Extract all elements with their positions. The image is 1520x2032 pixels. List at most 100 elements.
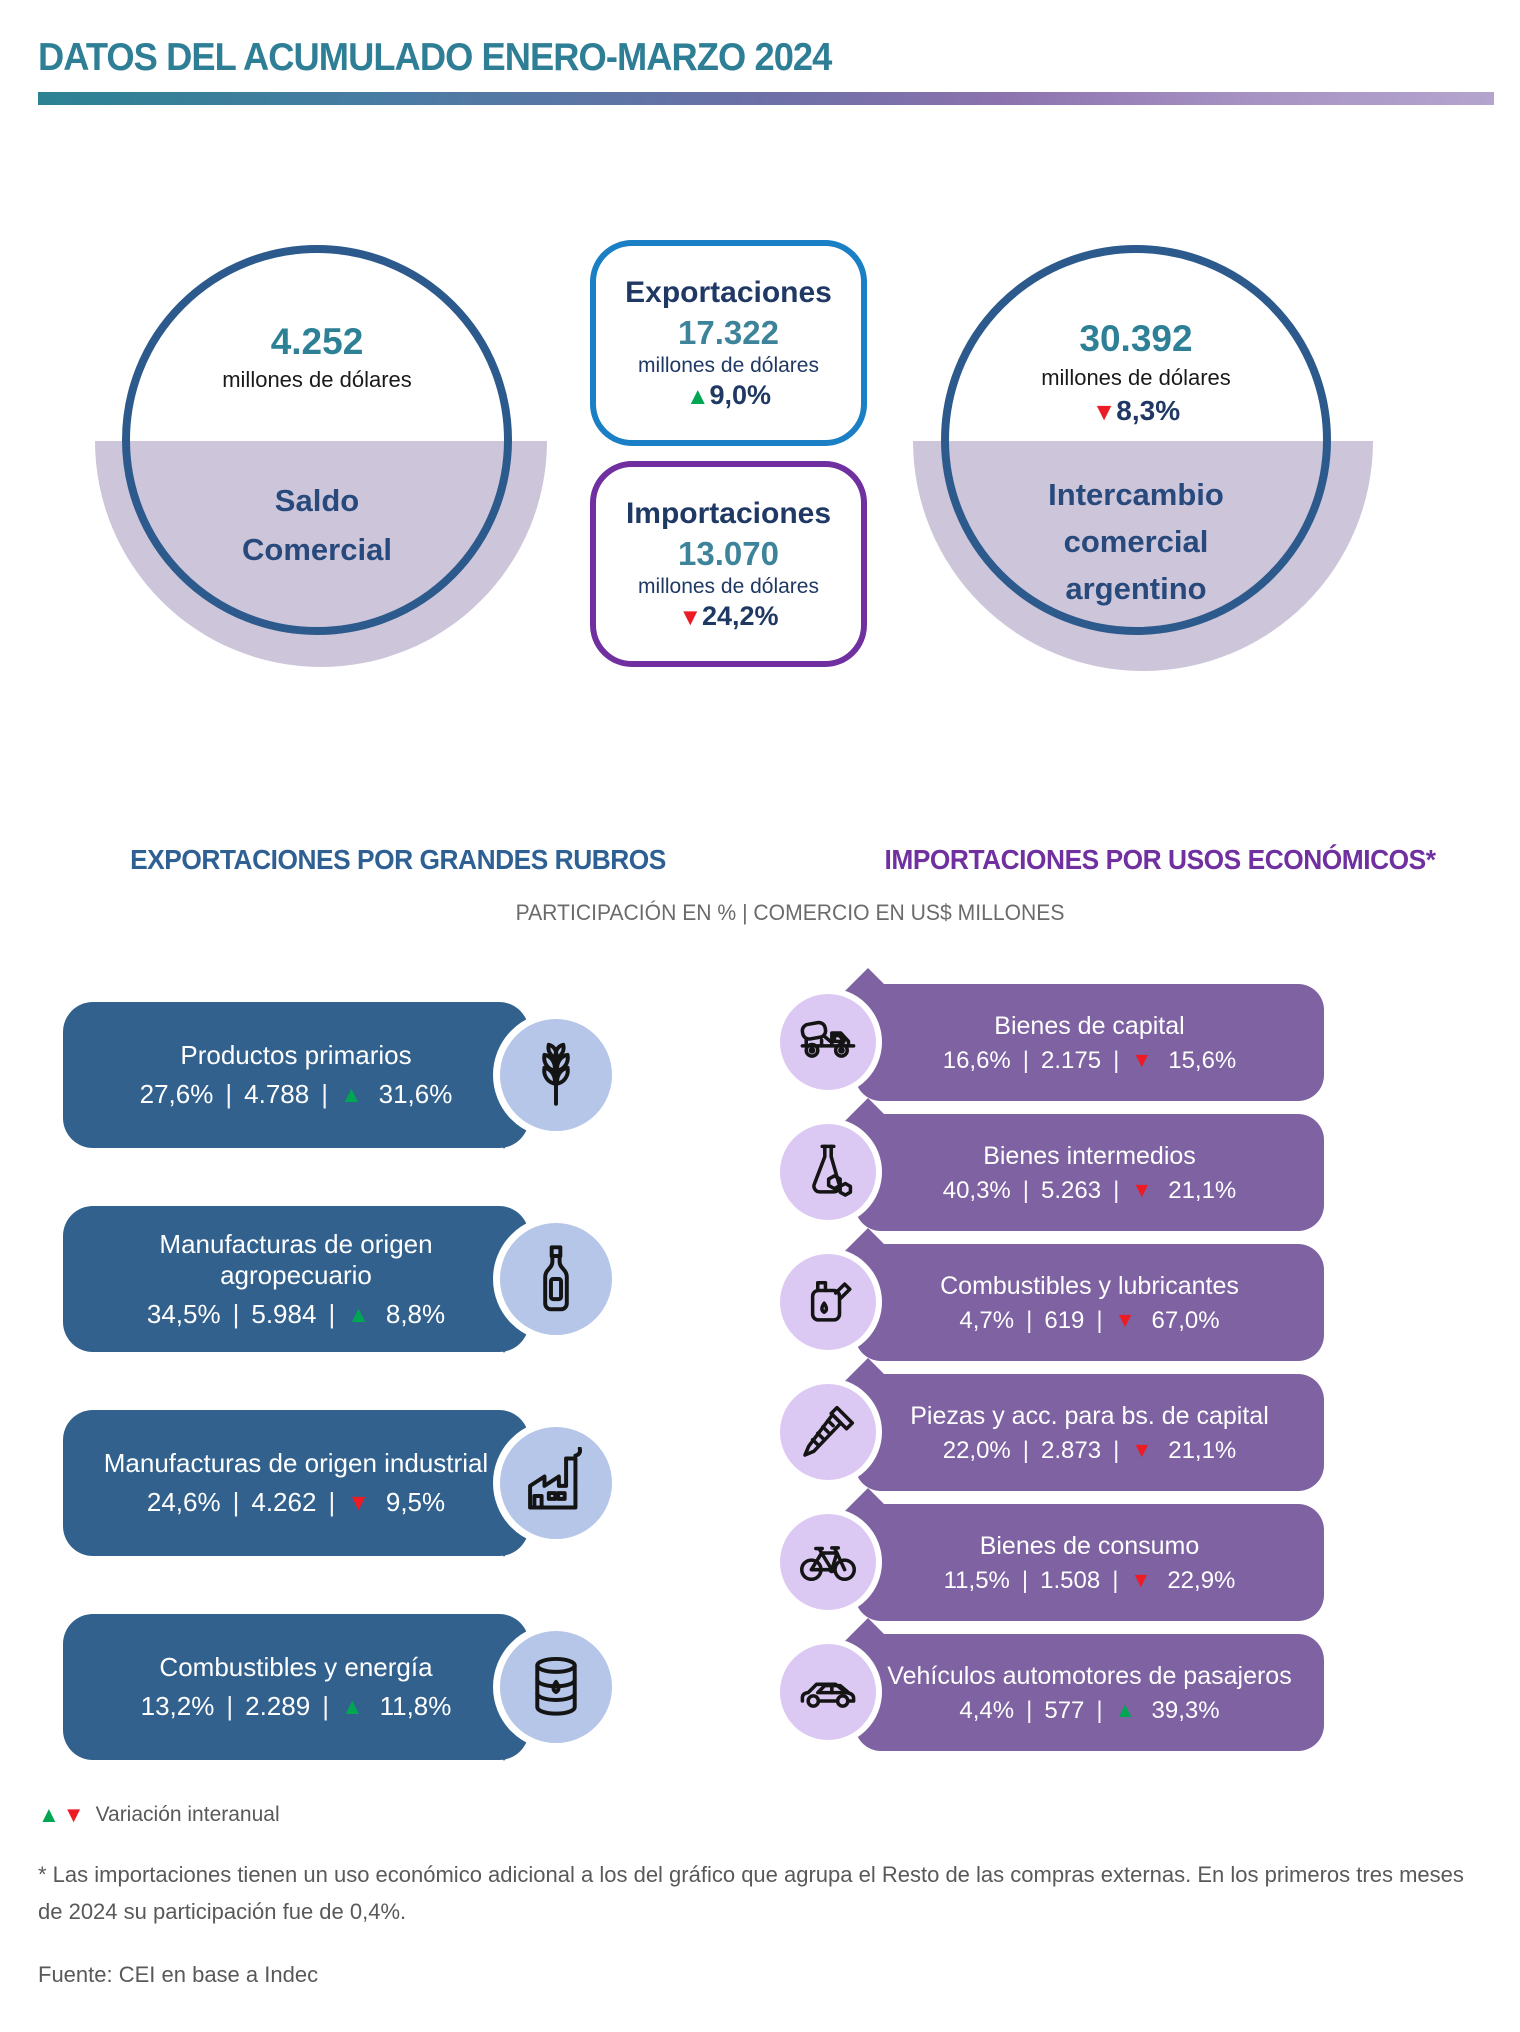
exportaciones-unit: millones de dólares <box>638 353 819 377</box>
export-bar: Manufacturas de origen industrial 24,6% |… <box>63 1410 529 1556</box>
trade-value: 1.508 <box>1040 1566 1101 1594</box>
intercambio-label-line2: comercial <box>1063 524 1209 559</box>
export-item-row: Combustibles y energía 13,2% | 2.289 | ▲ 11,8… <box>0 1614 1520 1761</box>
import-bar: Bienes intermedios 40,3% | 5.263 | ▼ 21,1% <box>855 1114 1324 1231</box>
source-note: Fuente: CEI en base a Indec <box>38 1962 319 1987</box>
trade-value: 5.984 <box>251 1298 317 1329</box>
import-item-values: 16,6% | 2.175 | ▼ 15,6% <box>942 1046 1237 1074</box>
export-item-values: 34,5% | 5.984 | ▲ 8,8% <box>146 1298 446 1329</box>
bottle-icon-circle <box>493 1216 619 1342</box>
variation-value: 11,8% <box>379 1691 452 1721</box>
saldo-unit: millones de dólares <box>222 367 412 392</box>
up-triangle-icon: ▲ <box>38 1802 60 1827</box>
import-item-label: Combustibles y lubricantes <box>940 1271 1239 1300</box>
import-item-row: Combustibles y lubricantes 4,7% | 619 | ▼ 67,… <box>0 1227 1520 1361</box>
import-item-label: Vehículos automotores de pasajeros <box>887 1661 1292 1690</box>
footnote: * Las importaciones tienen un uso económ… <box>38 1862 1464 1924</box>
import-bar: Piezas y acc. para bs. de capital 22,0% |… <box>855 1374 1324 1491</box>
export-item-label: Productos primarios <box>180 1040 412 1070</box>
flask-icon <box>812 1144 853 1197</box>
trade-value: 2.873 <box>1041 1436 1102 1464</box>
trade-value: 4.788 <box>244 1079 310 1109</box>
share-value: 4,4% <box>959 1696 1015 1724</box>
bicycle-icon-circle <box>774 1508 882 1616</box>
export-item-values: 13,2% | 2.289 | ▲ 11,8% <box>140 1691 452 1721</box>
up-triangle-icon: ▲ <box>1114 1698 1136 1722</box>
flask-icon-circle <box>774 1118 882 1226</box>
bottle-icon <box>543 1245 569 1312</box>
export-bar: Manufacturas de origen agropecuario 34,5… <box>63 1206 529 1352</box>
import-item-values: 11,5% | 1.508 | ▼ 22,9% <box>943 1566 1236 1594</box>
mixer-truck-icon <box>800 1020 856 1058</box>
oil-can-icon-circle <box>774 1248 882 1356</box>
up-triangle-icon: ▲ <box>340 1693 364 1719</box>
share-value: 22,0% <box>942 1436 1011 1464</box>
import-item-values: 4,4% | 577 | ▲ 39,3% <box>959 1696 1220 1724</box>
down-triangle-icon: ▼ <box>1131 1438 1153 1462</box>
importaciones-unit: millones de dólares <box>638 574 819 598</box>
wheat-icon <box>542 1042 570 1106</box>
intercambio-unit: millones de dólares <box>1041 365 1231 390</box>
export-item-values: 27,6% | 4.788 | ▲ 31,6% <box>139 1079 453 1109</box>
down-triangle-icon: ▼ <box>1091 399 1117 426</box>
trade-value: 4.262 <box>251 1487 317 1517</box>
sections-subtitle: PARTICIPACIÓN EN % | COMERCIO EN US$ MIL… <box>515 900 1065 925</box>
share-value: 4,7% <box>959 1306 1015 1334</box>
import-item-row: Bienes de capital 16,6% | 2.175 | ▼ 15,6% <box>0 967 1520 1101</box>
export-item-row: Productos primarios 27,6% | 4.788 | ▲ 31,6% <box>0 1002 1520 1149</box>
screw-icon-circle <box>774 1378 882 1486</box>
down-triangle-icon: ▼ <box>1130 1568 1152 1592</box>
intercambio-label-line3: argentino <box>1065 571 1207 606</box>
export-item-row: Manufacturas de origen industrial 24,6% |… <box>0 1410 1520 1557</box>
import-item-row: Bienes de consumo 11,5% | 1.508 | ▼ 22,9% <box>0 1487 1520 1621</box>
import-bar: Combustibles y lubricantes 4,7% | 619 | ▼ 67,… <box>855 1244 1324 1361</box>
down-triangle-icon: ▼ <box>678 603 702 631</box>
variation-value: 15,6% <box>1168 1046 1237 1074</box>
export-item-label: Combustibles y energía <box>159 1652 433 1682</box>
up-triangle-icon: ▲ <box>685 382 710 410</box>
intercambio-circle <box>941 245 1331 635</box>
trade-value: 5.263 <box>1041 1176 1102 1204</box>
import-item-values: 40,3% | 5.263 | ▼ 21,1% <box>942 1176 1237 1204</box>
share-value: 13,2% <box>140 1691 215 1721</box>
import-bar: Bienes de capital 16,6% | 2.175 | ▼ 15,6% <box>855 984 1324 1101</box>
importaciones-box-title: Importaciones <box>625 496 832 530</box>
car-icon-circle <box>774 1638 882 1746</box>
page-title: DATOS DEL ACUMULADO ENERO-MARZO 2024 <box>38 36 832 79</box>
importaciones-change: ▼24,2% <box>678 600 779 631</box>
export-item-label: Manufacturas de origen industrial <box>103 1448 489 1478</box>
oil-barrel-icon <box>535 1656 577 1716</box>
mixer-truck-icon-circle <box>774 988 882 1096</box>
share-value: 40,3% <box>942 1176 1011 1204</box>
trade-value: 577 <box>1044 1696 1085 1724</box>
share-value: 27,6% <box>139 1079 214 1109</box>
import-bar: Bienes de consumo 11,5% | 1.508 | ▼ 22,9% <box>855 1504 1324 1621</box>
import-item-row: Vehículos automotores de pasajeros 4,4% |… <box>0 1617 1520 1751</box>
variation-value: 21,1% <box>1168 1436 1237 1464</box>
importaciones-box: Importaciones 13.070 millones de dólares… <box>590 461 867 667</box>
export-bar: Productos primarios 27,6% | 4.788 | ▲ 31,6% <box>63 1002 529 1148</box>
saldo-circle-content: 4.252 millones de dólares Saldo Comercia… <box>122 245 512 635</box>
factory-icon-circle <box>493 1420 619 1546</box>
variation-value: 9,5% <box>385 1487 446 1517</box>
title-underline-gradient <box>38 92 1494 105</box>
up-triangle-icon: ▲ <box>339 1081 363 1107</box>
variation-value: 21,1% <box>1168 1176 1237 1204</box>
variation-value: 22,9% <box>1167 1566 1236 1594</box>
import-item-values: 4,7% | 619 | ▼ 67,0% <box>959 1306 1220 1334</box>
import-item-label: Piezas y acc. para bs. de capital <box>910 1401 1269 1430</box>
down-triangle-icon: ▼ <box>1131 1178 1153 1202</box>
share-value: 34,5% <box>146 1298 221 1329</box>
down-triangle-icon: ▼ <box>62 1802 85 1827</box>
saldo-circle <box>122 245 512 635</box>
down-triangle-icon: ▼ <box>1131 1048 1153 1072</box>
share-value: 11,5% <box>943 1566 1010 1594</box>
share-value: 16,6% <box>942 1046 1011 1074</box>
trade-value: 2.175 <box>1041 1046 1102 1074</box>
up-triangle-icon: ▲ <box>347 1300 370 1327</box>
share-value: 24,6% <box>146 1487 221 1517</box>
screw-icon <box>803 1405 855 1457</box>
trade-value: 619 <box>1044 1306 1085 1334</box>
intercambio-change: ▼8,3% <box>1091 395 1181 426</box>
